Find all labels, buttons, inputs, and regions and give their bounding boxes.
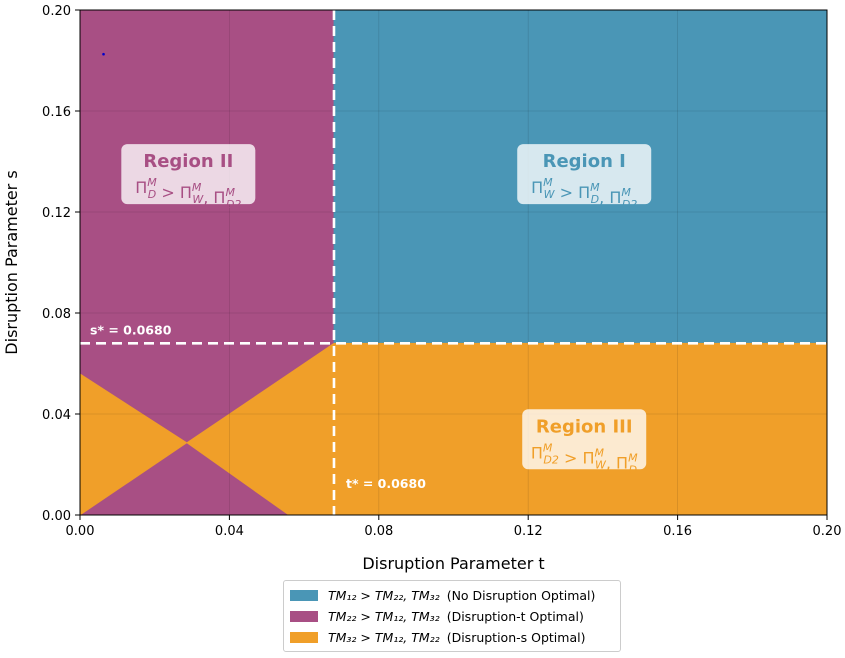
region-ii-title: Region II bbox=[143, 151, 233, 172]
legend-condition: TM₁₂ > TM₂₂, TM₃₂ bbox=[328, 588, 440, 603]
legend-condition: TM₃₂ > TM₁₂, TM₂₂ bbox=[328, 630, 440, 645]
y-tick-label: 0.00 bbox=[42, 509, 71, 524]
region-ii-condition: ΠM D > ΠM W, ΠM D2 bbox=[135, 176, 241, 211]
legend-note: (Disruption-s Optimal) bbox=[446, 630, 586, 645]
y-tick-label: 0.16 bbox=[42, 105, 71, 120]
t-star-label: t* = 0.0680 bbox=[346, 476, 426, 491]
x-tick-label: 0.04 bbox=[215, 524, 244, 539]
legend-note: (No Disruption Optimal) bbox=[446, 588, 596, 603]
legend-swatch bbox=[290, 611, 318, 622]
y-tick-label: 0.12 bbox=[42, 206, 71, 221]
region-iii-annotation: Region III ΠM D2 > ΠM W, ΠM D bbox=[522, 409, 647, 476]
region-ii-box bbox=[121, 144, 256, 205]
threshold-layer: s* = 0.0680 t* = 0.0680 bbox=[80, 10, 827, 515]
plot-frame bbox=[79, 9, 828, 516]
x-tick-label: 0.12 bbox=[514, 524, 543, 539]
x-axis-label: Disruption Parameter t bbox=[362, 554, 544, 573]
x-tick-label: 0.00 bbox=[66, 524, 95, 539]
y-tick-label: 0.20 bbox=[42, 4, 71, 19]
region-i-title: Region I bbox=[543, 151, 626, 172]
region-iii-title: Region III bbox=[536, 416, 633, 437]
region-i-box bbox=[517, 144, 652, 205]
region-ii-annotation: Region II ΠM D > ΠM W, ΠM D2 bbox=[121, 144, 256, 211]
x-tick-label: 0.20 bbox=[813, 524, 842, 539]
legend-entry: TM₃₂ > TM₁₂, TM₂₂ (Disruption-s Optimal) bbox=[290, 627, 614, 648]
point-marker bbox=[102, 52, 105, 56]
y-axis-label: Disruption Parameter s bbox=[2, 170, 21, 354]
legend-entry: TM₁₂ > TM₂₂, TM₃₂ (No Disruption Optimal) bbox=[290, 585, 614, 606]
y-tick-label: 0.04 bbox=[42, 408, 71, 423]
s-star-label: s* = 0.0680 bbox=[90, 322, 172, 337]
annotation-layer: Region I ΠM W > ΠM D, ΠM D2 Region II ΠM D > ΠM… bbox=[121, 144, 652, 476]
legend-condition: TM₂₂ > TM₁₂, TM₃₂ bbox=[328, 609, 440, 624]
axes-layer: 0.00 0.04 0.08 0.12 0.16 0.20 0.00 0.04 0.08 0.12… bbox=[42, 4, 841, 539]
legend-entry: TM₂₂ > TM₁₂, TM₃₂ (Disruption-t Optimal) bbox=[290, 606, 614, 627]
legend: TM₁₂ > TM₂₂, TM₃₂ (No Disruption Optimal)… bbox=[283, 580, 621, 652]
x-tick-label: 0.08 bbox=[364, 524, 393, 539]
legend-swatch bbox=[290, 632, 318, 643]
legend-swatch bbox=[290, 590, 318, 601]
regions-layer bbox=[78, 9, 828, 516]
y-tick-label: 0.08 bbox=[42, 307, 71, 322]
region-iii-condition: ΠM D2 > ΠM W, ΠM D bbox=[531, 441, 638, 476]
x-tick-label: 0.16 bbox=[663, 524, 692, 539]
region-iii-box bbox=[522, 409, 647, 470]
region-i-condition: ΠM W > ΠM D, ΠM D2 bbox=[531, 176, 637, 211]
region-i-annotation: Region I ΠM W > ΠM D, ΠM D2 bbox=[517, 144, 652, 211]
legend-note: (Disruption-t Optimal) bbox=[446, 609, 584, 624]
